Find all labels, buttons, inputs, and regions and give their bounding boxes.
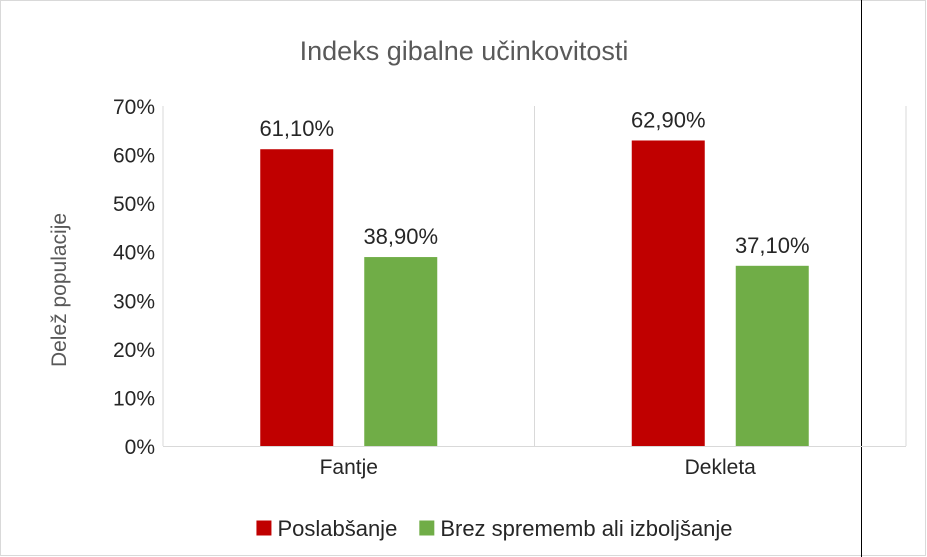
- legend-swatch: [256, 520, 272, 536]
- window-divider-line: [861, 0, 862, 557]
- data-labels: 61,10% 38,90% 62,90% 37,10%: [259, 107, 809, 257]
- legend-swatch: [419, 520, 435, 536]
- legend-label: Brez sprememb ali izboljšanje: [440, 516, 732, 541]
- y-tick-label: 70%: [113, 96, 155, 119]
- y-tick-label: 0%: [125, 436, 155, 459]
- data-label: 61,10%: [259, 116, 334, 141]
- x-category-label: Dekleta: [685, 456, 757, 479]
- data-label: 38,90%: [363, 224, 438, 249]
- y-axis-label: Delež populacije: [48, 213, 71, 367]
- bar: [364, 257, 438, 446]
- y-tick-label: 20%: [113, 339, 155, 362]
- y-tick-label: 30%: [113, 290, 155, 313]
- y-tick-label: 10%: [113, 387, 155, 410]
- legend-label: Poslabšanje: [277, 516, 397, 541]
- data-label: 37,10%: [735, 233, 810, 258]
- legend: Poslabšanje Brez sprememb ali izboljšanje: [256, 516, 733, 541]
- y-tick-label: 40%: [113, 242, 155, 265]
- chart-title: Indeks gibalne učinkovitosti: [300, 36, 629, 66]
- y-tick-label: 60%: [113, 145, 155, 168]
- bar: [735, 265, 809, 446]
- category-dividers: [162, 106, 907, 446]
- x-category-label: Fantje: [320, 456, 378, 479]
- y-axis-ticks: 0% 10% 20% 30% 40% 50% 60% 70%: [113, 96, 155, 459]
- bars: [260, 140, 809, 446]
- legend-item: Poslabšanje: [256, 516, 397, 541]
- bar: [631, 140, 705, 446]
- x-axis-categories: Fantje Dekleta: [320, 456, 757, 479]
- y-tick-label: 50%: [113, 193, 155, 216]
- legend-item: Brez sprememb ali izboljšanje: [419, 516, 733, 541]
- bar: [260, 149, 334, 446]
- data-label: 62,90%: [631, 107, 706, 132]
